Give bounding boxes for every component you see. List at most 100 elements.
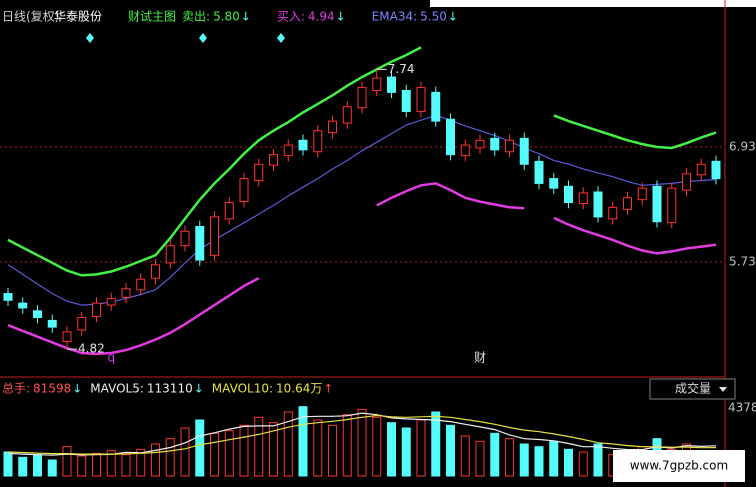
candle-body xyxy=(505,139,514,153)
legend-name: 卖出: xyxy=(182,10,210,24)
candle-body xyxy=(578,192,588,205)
volume-bar xyxy=(33,454,42,477)
volume-bar xyxy=(431,411,441,477)
candle-body xyxy=(549,178,559,189)
volume-bar xyxy=(47,459,57,477)
candle-body xyxy=(180,230,190,247)
legend-arrow: ↓ xyxy=(336,10,346,24)
candle-body xyxy=(564,185,573,204)
candle-body xyxy=(696,163,706,176)
event-marker: q xyxy=(107,351,115,365)
signal-diamond xyxy=(199,33,207,43)
legend-value: 5.50 xyxy=(420,10,447,24)
watermark-box xyxy=(613,450,745,482)
period-label: 日线(复权) xyxy=(2,10,59,24)
candle-body xyxy=(608,206,618,220)
candle-body xyxy=(342,106,352,124)
legend-name: EMA34: xyxy=(372,10,417,24)
volume-bar xyxy=(180,427,190,477)
indicator-line xyxy=(7,46,717,277)
y-tick-label: 5.73 xyxy=(729,254,756,268)
candle-body xyxy=(682,173,691,191)
volume-bar xyxy=(460,435,470,477)
candle-body xyxy=(210,216,219,256)
candle-body xyxy=(490,137,500,151)
candle-body xyxy=(195,226,205,261)
volume-bar xyxy=(239,424,249,477)
high-label: 7.74 xyxy=(388,62,415,76)
dropdown-arrow[interactable] xyxy=(719,387,727,392)
candle-body xyxy=(667,187,677,224)
legend-name: MAVOL5: xyxy=(90,382,144,396)
candle-body xyxy=(92,302,101,318)
legend-arrow: ↓ xyxy=(194,382,204,396)
volume-bar xyxy=(593,443,603,477)
dropdown-box[interactable] xyxy=(649,378,736,400)
top-strip xyxy=(430,0,756,7)
candle-body xyxy=(269,154,278,166)
legend-name: 买入: xyxy=(277,10,305,24)
volume-bar xyxy=(416,419,426,477)
volume-bar xyxy=(342,414,352,477)
candle-body xyxy=(357,87,367,109)
candle-body xyxy=(239,178,249,203)
volume-bar xyxy=(519,443,529,477)
candle-body xyxy=(711,160,721,180)
volume-bar xyxy=(298,406,308,477)
volume-bar xyxy=(401,427,411,477)
volume-bar xyxy=(328,424,337,477)
candle-body xyxy=(387,76,396,93)
volume-bar xyxy=(210,432,219,477)
volume-bar xyxy=(269,422,278,477)
volume-name: 总手: xyxy=(2,382,30,396)
legend-arrow: ↑ xyxy=(323,382,333,396)
event-marker: 财 xyxy=(474,351,486,365)
volume-bar xyxy=(387,422,396,477)
volume-bar xyxy=(564,448,573,477)
volume-ma-line xyxy=(7,414,717,455)
candle-body xyxy=(62,331,72,342)
dropdown-label[interactable]: 成交量 xyxy=(675,381,711,396)
volume-ma-line xyxy=(7,412,717,456)
volume-bar xyxy=(578,451,588,477)
candle-body xyxy=(254,163,264,182)
legend-value: 5.80 xyxy=(213,10,240,24)
low-label: 4.82 xyxy=(78,342,105,356)
volume-bar xyxy=(475,440,485,477)
volume-bar xyxy=(446,424,455,477)
legend-arrow: ↓ xyxy=(241,10,251,24)
y-tick-label: 6.93 xyxy=(729,139,756,153)
volume-bar xyxy=(505,438,514,477)
candle-body xyxy=(593,191,603,218)
legend-value: 113110 xyxy=(147,382,193,396)
volume-bar xyxy=(151,443,160,477)
volume-bar xyxy=(224,430,234,477)
candle-body xyxy=(165,245,175,264)
legend-name: MAVOL10: xyxy=(212,382,273,396)
indicator-dropdown[interactable]: 成交量 xyxy=(649,378,736,400)
candle-body xyxy=(519,137,529,165)
candle-body xyxy=(3,293,13,301)
volume-bar xyxy=(121,454,131,477)
candle-body xyxy=(136,278,146,291)
volume-bar xyxy=(106,450,116,477)
candle-body xyxy=(224,202,234,220)
candle-body xyxy=(652,185,662,223)
candle-body xyxy=(283,144,293,157)
volume-bar xyxy=(372,416,382,477)
volume-bar xyxy=(490,432,500,477)
candle-body xyxy=(534,160,544,184)
volume-bar xyxy=(62,446,72,477)
volume-bar xyxy=(3,451,13,477)
volume-bar xyxy=(534,446,544,477)
volume-bar xyxy=(357,408,367,477)
volume-bar xyxy=(195,419,205,477)
candle-body xyxy=(475,139,485,149)
candle-body xyxy=(121,288,131,298)
stock-name: 华泰股份 xyxy=(54,10,102,24)
candle-body xyxy=(298,139,308,151)
volume-bar xyxy=(77,455,87,477)
volume-bar xyxy=(136,448,146,477)
legend-arrow: ↓ xyxy=(448,10,458,24)
